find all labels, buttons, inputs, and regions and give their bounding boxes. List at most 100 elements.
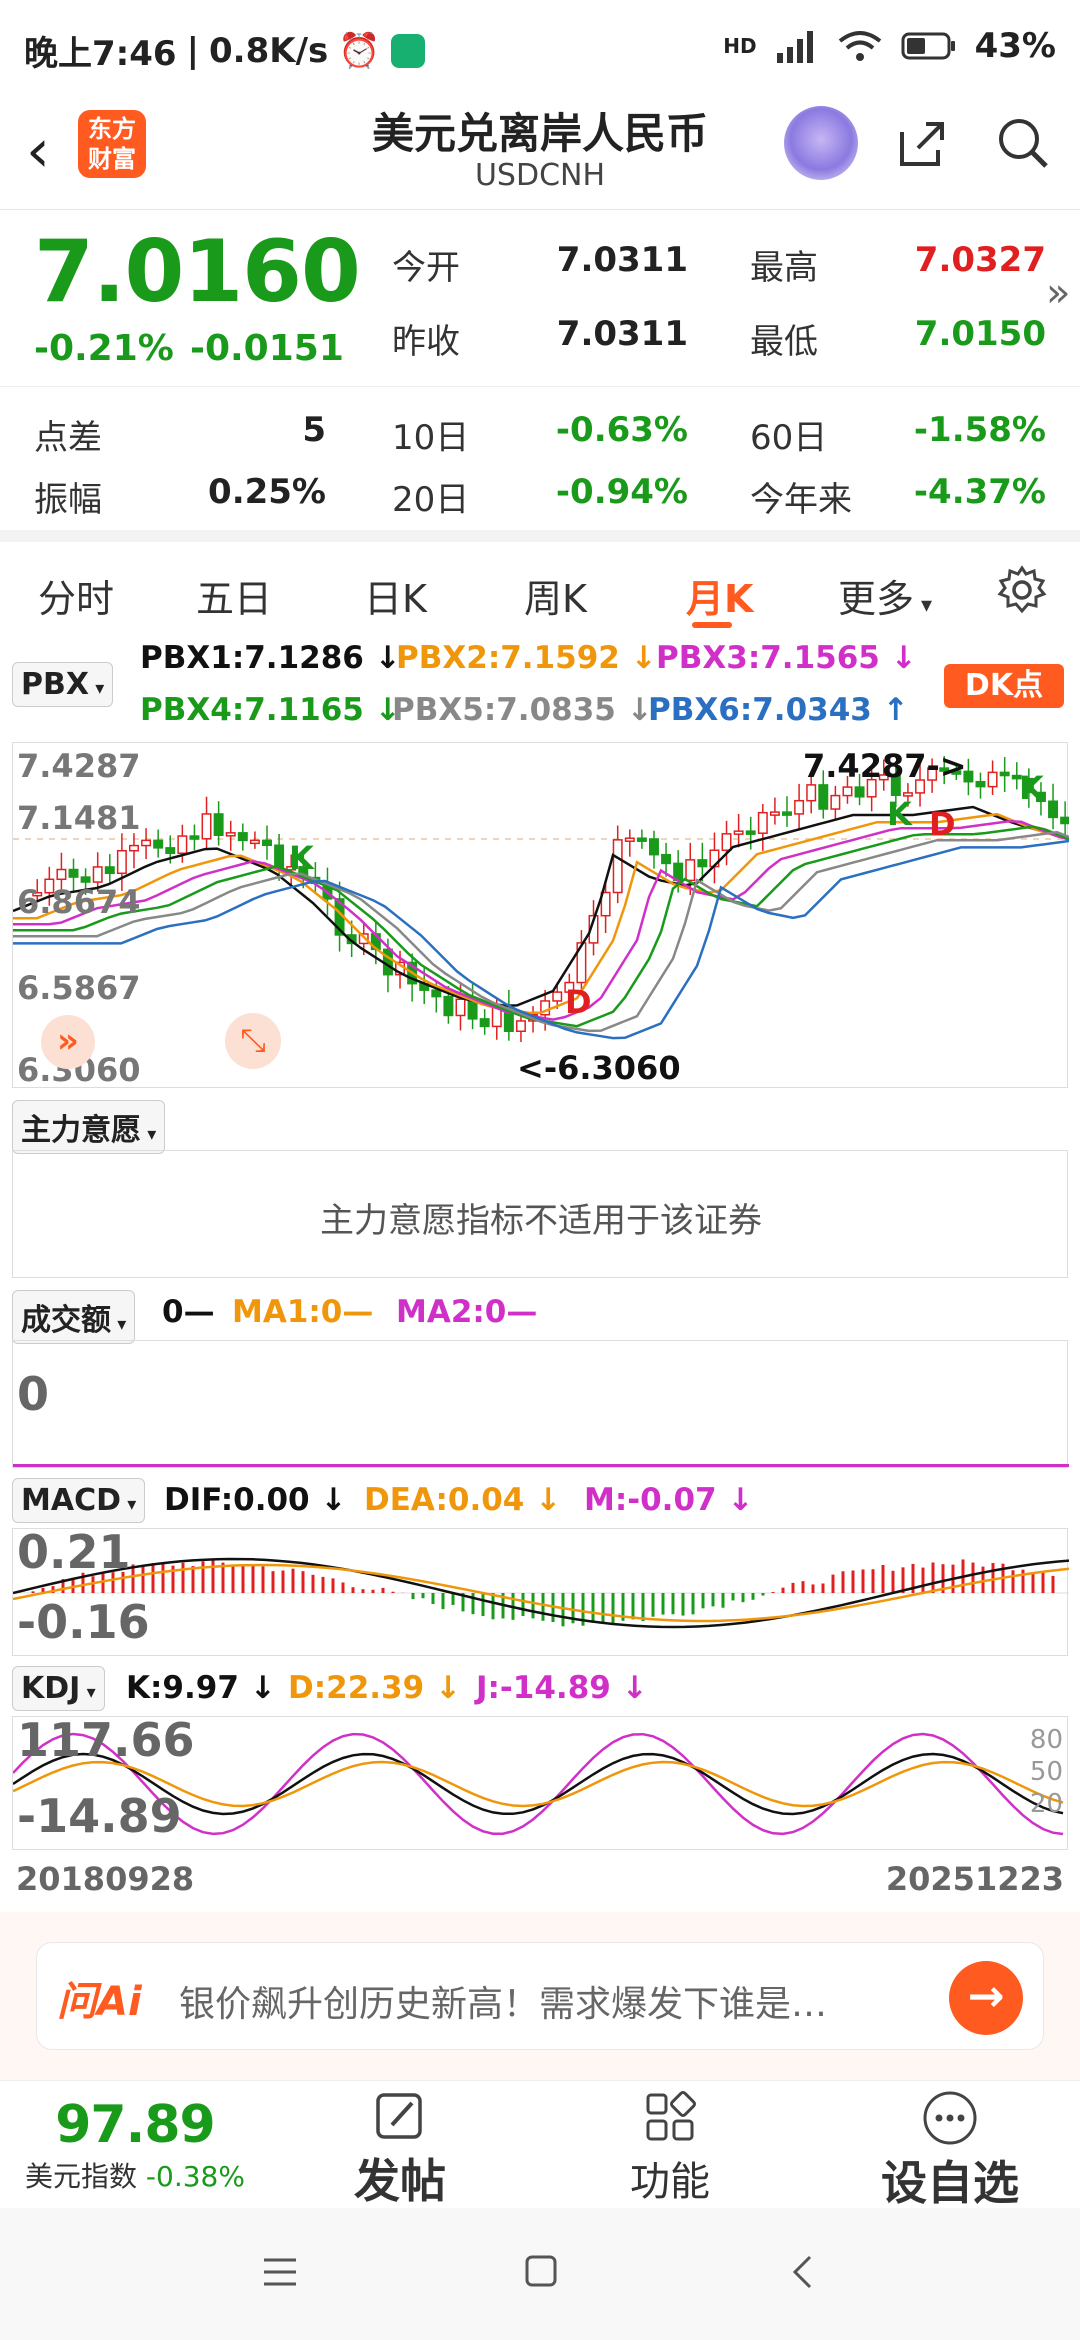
function-label: 功能 xyxy=(630,2159,710,2205)
back-button[interactable]: ‹ xyxy=(26,116,50,186)
kdj-select[interactable]: KDJ ▾ xyxy=(12,1666,105,1711)
status-speed: 0.8K/s xyxy=(209,30,329,71)
candle xyxy=(286,866,297,871)
hd-signal-label: HD xyxy=(723,34,757,58)
candle xyxy=(56,868,67,881)
macd-y-bottom: -0.16 xyxy=(17,1595,150,1649)
indicator-select[interactable]: PBX ▾ xyxy=(12,662,114,707)
candle xyxy=(854,786,865,798)
dea-line xyxy=(12,1563,1070,1623)
fullscreen-button[interactable]: ⤡ xyxy=(225,1013,281,1069)
change-value: -0.0151 xyxy=(190,328,344,369)
expand-left-button[interactable]: » xyxy=(41,1015,95,1069)
battery-level: 43% xyxy=(974,26,1056,66)
candle xyxy=(757,811,768,834)
candle xyxy=(44,878,55,894)
legend-d: D:22.39 ↓ xyxy=(288,1670,461,1706)
candle xyxy=(552,991,563,1002)
tab-intraday[interactable]: 分时 xyxy=(38,577,115,621)
change-percent: -0.21% xyxy=(34,328,174,369)
candle xyxy=(697,859,708,868)
grid-apps-icon xyxy=(646,2091,696,2141)
page-subtitle: USDCNH xyxy=(474,158,606,193)
candle xyxy=(915,779,926,794)
dollar-index-widget[interactable]: 97.89 美元指数 -0.38% xyxy=(0,2081,270,2209)
ai-bar: 问Ai 银价飙升创历史新高！需求爆发下谁是… → xyxy=(0,1912,1080,2080)
share-icon[interactable] xyxy=(892,114,952,174)
ai-logo: 问Ai xyxy=(57,1979,142,2025)
candle xyxy=(600,891,611,917)
signal-icon xyxy=(776,31,813,63)
candle xyxy=(939,767,950,772)
stat-value-open: 7.0311 xyxy=(556,240,688,280)
candle xyxy=(842,786,853,797)
function-button[interactable]: 功能 xyxy=(590,2081,750,2209)
legend-dea: DEA:0.04 ↓ xyxy=(364,1482,562,1518)
main-force-select[interactable]: 主力意愿 ▾ xyxy=(12,1100,166,1154)
candle xyxy=(661,853,672,865)
y-axis-label: 6.5867 xyxy=(17,969,141,1007)
candle xyxy=(782,811,792,816)
search-icon[interactable] xyxy=(992,112,1052,172)
app-logo: 东方财富 xyxy=(78,110,146,178)
period-tabs: 分时 五日 日K 周K 月K 更多 ▾ xyxy=(0,530,1080,630)
tab-more[interactable]: 更多 ▾ xyxy=(838,577,933,621)
stat-label: 振幅 xyxy=(34,480,102,520)
tab-monthly-k[interactable]: 月K xyxy=(686,577,754,621)
stat-value-10d: -0.63% xyxy=(555,410,688,450)
legend-dif: DIF:0.00 ↓ xyxy=(164,1482,347,1518)
assistant-avatar-button[interactable] xyxy=(784,106,858,180)
post-button[interactable]: 发帖 xyxy=(320,2081,480,2209)
candle xyxy=(515,1020,526,1032)
d-marker: D xyxy=(929,805,956,843)
candle xyxy=(1023,777,1034,794)
home-icon[interactable] xyxy=(524,2254,558,2288)
dk-point-button[interactable]: DK点 xyxy=(944,664,1064,708)
ai-suggestion-text[interactable]: 银价飙升创历史新高！需求爆发下谁是… xyxy=(179,1984,828,2025)
menu-icon[interactable] xyxy=(262,2256,298,2288)
candle xyxy=(1048,800,1059,819)
tab-daily-k[interactable]: 日K xyxy=(364,577,427,621)
add-watchlist-label: 设自选 xyxy=(881,2156,1019,2210)
current-price: 7.0160 xyxy=(34,222,361,322)
chevron-right-icon[interactable]: » xyxy=(1046,270,1071,316)
stat-label: 最低 xyxy=(750,322,818,362)
stat-label: 10日 xyxy=(392,418,470,458)
candle xyxy=(576,942,587,984)
kdj-level-20: 20 xyxy=(1029,1789,1063,1819)
pbx5-line xyxy=(13,830,1070,1033)
dif-line xyxy=(12,1557,1070,1629)
volume-select[interactable]: 成交额 ▾ xyxy=(12,1290,136,1344)
macd-y-top: 0.21 xyxy=(17,1525,131,1579)
candle xyxy=(721,833,732,851)
macd-select[interactable]: MACD ▾ xyxy=(12,1478,146,1523)
more-dots-icon xyxy=(923,2091,977,2145)
page-title: 美元兑离岸人民币 xyxy=(371,109,708,158)
tab-five-day[interactable]: 五日 xyxy=(196,577,273,621)
candle xyxy=(455,998,466,1017)
tab-weekly-k[interactable]: 周K xyxy=(524,577,587,621)
legend-m: M:-0.07 ↓ xyxy=(584,1482,754,1518)
candle xyxy=(769,811,780,816)
candle xyxy=(201,813,212,840)
gear-icon[interactable] xyxy=(996,564,1048,616)
candle xyxy=(177,835,188,854)
macd-panel: 0.21 -0.16 xyxy=(12,1525,1070,1656)
back-nav-icon[interactable] xyxy=(790,2254,814,2290)
legend-volume-ma1: MA1:0— xyxy=(232,1294,374,1330)
candle xyxy=(745,830,756,835)
kline-chart-panel[interactable]: 7.4287 7.1481 6.8674 6.5867 6.3060 7.428… xyxy=(12,742,1071,1089)
candle xyxy=(128,844,139,852)
candle xyxy=(116,849,127,875)
kline-chart[interactable] xyxy=(12,743,1071,1089)
candle xyxy=(999,771,1010,777)
candle xyxy=(213,813,224,836)
candle xyxy=(153,839,164,849)
start-date: 20180928 xyxy=(16,1860,195,1898)
candle xyxy=(32,891,43,897)
ai-go-button[interactable]: → xyxy=(949,1961,1023,2035)
ai-question-box[interactable]: 问Ai 银价飙升创历史新高！需求爆发下谁是… → xyxy=(36,1942,1044,2050)
kdj-level-50: 50 xyxy=(1029,1757,1063,1787)
candle xyxy=(1011,774,1022,780)
add-watchlist-button[interactable]: 设自选 xyxy=(860,2081,1040,2210)
